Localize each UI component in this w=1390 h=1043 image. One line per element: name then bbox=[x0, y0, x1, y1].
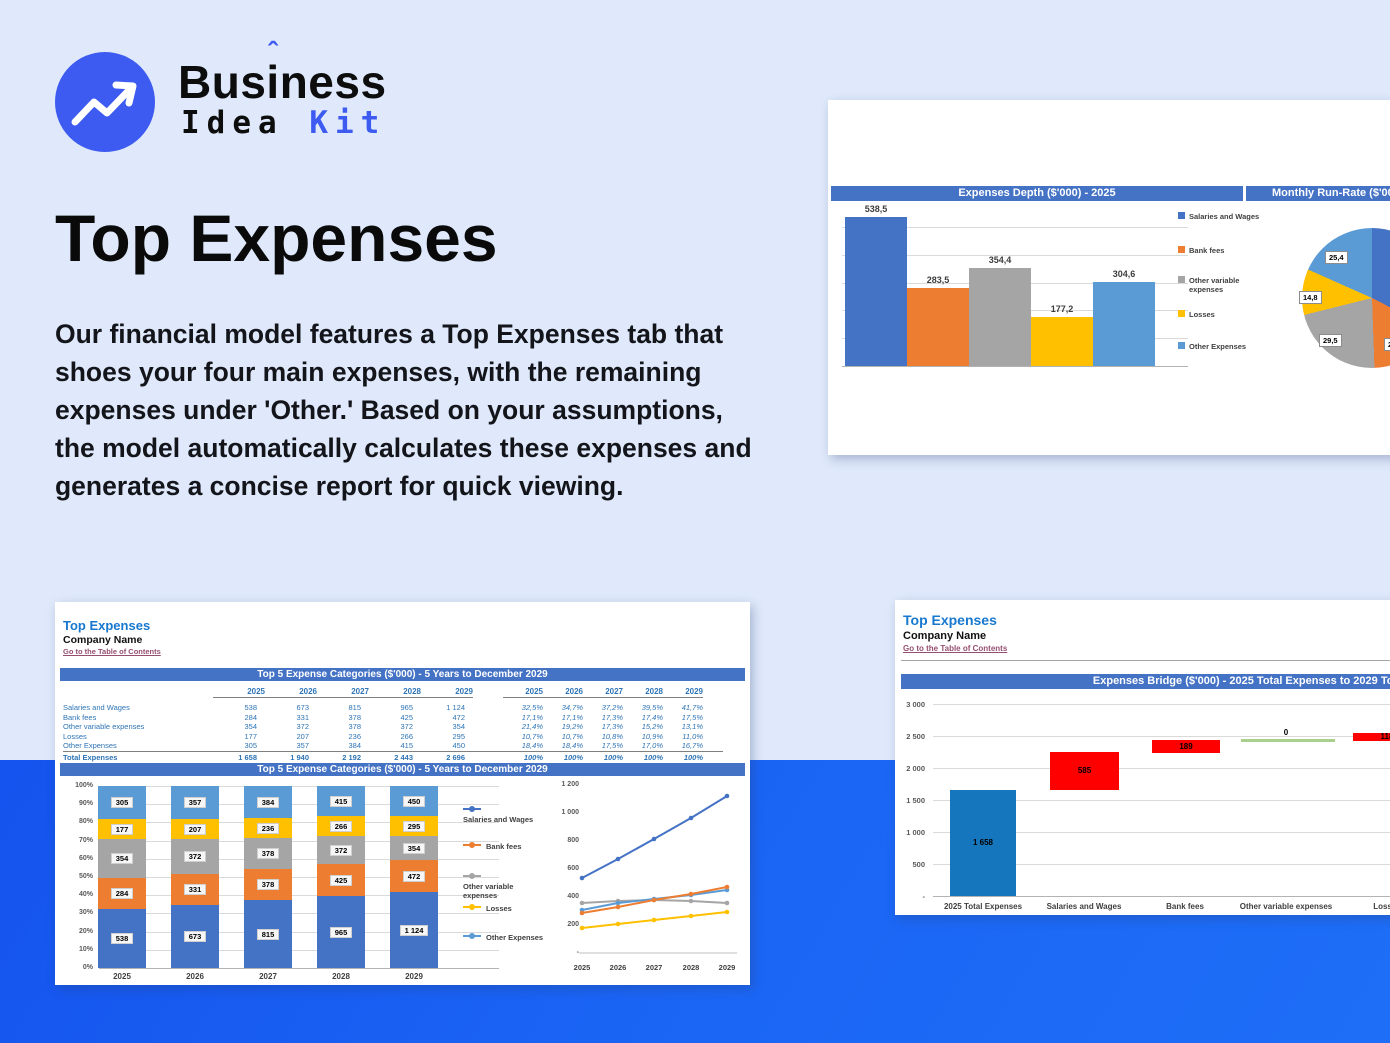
waterfall-bar-bank-fees bbox=[1152, 740, 1220, 753]
bar-value-label: 118 bbox=[1380, 732, 1390, 741]
page-description: Our financial model features a Top Expen… bbox=[55, 319, 752, 501]
legend-item: Losses bbox=[1178, 310, 1268, 320]
legend-swatch bbox=[1178, 276, 1185, 283]
x-label: 2028 bbox=[682, 963, 700, 972]
legend-item: Losses bbox=[463, 904, 553, 913]
legend-item: Other variable expenses bbox=[1178, 276, 1268, 294]
table-row: Losses 177 207 236 266 295 10,7% 10,7% 10,8% 10… bbox=[63, 731, 703, 741]
screenshot-expenses-depth: Expenses Depth ($'000) - 2025 Monthly Ru… bbox=[828, 100, 1390, 455]
bar-other-variable bbox=[969, 268, 1031, 366]
bar-value-label: 585 bbox=[1077, 766, 1092, 775]
waterfall-bar-2025-total bbox=[950, 790, 1016, 896]
x-label: 2025 bbox=[573, 963, 591, 972]
table-row: Other variable expenses 354 372 378 372 354 … bbox=[63, 722, 703, 731]
stacked-bar-2027: 815 378 378 236 384 bbox=[244, 786, 292, 968]
bar-value-label: 0 bbox=[1283, 728, 1289, 737]
table-section-header: Top 5 Expense Categories ($'000) - 5 Yea… bbox=[60, 668, 745, 681]
company-name: Company Name bbox=[903, 630, 987, 642]
bar-value-label: 1 658 bbox=[972, 838, 994, 847]
company-name: Company Name bbox=[63, 634, 143, 646]
legend-item: Other Expenses bbox=[463, 933, 553, 942]
bar-bank-fees bbox=[907, 288, 969, 366]
runrate-chart-header: Monthly Run-Rate ($'000 bbox=[1246, 186, 1390, 201]
legend-swatch bbox=[1178, 212, 1185, 219]
bar-value-label: 177,2 bbox=[1050, 304, 1074, 314]
depth-chart-header: Expenses Depth ($'000) - 2025 bbox=[831, 186, 1243, 201]
legend-item: Salaries and Wages bbox=[1178, 212, 1268, 222]
x-label: 2029 bbox=[718, 963, 736, 972]
pie-label: 29,5 bbox=[1319, 334, 1342, 347]
bridge-chart-header: Expenses Bridge ($'000) - 2025 Total Exp… bbox=[901, 674, 1390, 689]
legend-line bbox=[463, 806, 481, 812]
stacked-bar-2028: 965 425 372 266 415 bbox=[317, 786, 365, 968]
divider bbox=[901, 660, 1390, 661]
sheet-title: Top Expenses bbox=[903, 612, 997, 628]
legend-line bbox=[463, 904, 481, 910]
caret-accent-icon: ˆ bbox=[268, 37, 279, 70]
legend-item: Bank fees bbox=[1178, 246, 1268, 256]
bar-salaries-wages bbox=[845, 217, 907, 366]
x-label: 2029 bbox=[405, 972, 423, 981]
legend-swatch bbox=[1178, 246, 1185, 253]
line-chart: 1 200 1 000 800 600 400 200 - 2025 2026 … bbox=[555, 780, 750, 985]
bar-losses bbox=[1031, 317, 1093, 366]
table-of-contents-link[interactable]: Go to the Table of Contents bbox=[903, 644, 1008, 653]
bar-value-label: 283,5 bbox=[926, 275, 950, 285]
x-label: 2027 bbox=[259, 972, 277, 981]
bar-value-label: 538,5 bbox=[864, 204, 888, 214]
brand-subname: Idea Kit bbox=[181, 105, 387, 141]
x-label: Bank fees bbox=[1166, 902, 1204, 911]
stacked-bar-2025: 538 284 354 177 305 bbox=[98, 786, 146, 968]
legend-swatch bbox=[1178, 342, 1185, 349]
bar-other-expenses bbox=[1093, 282, 1155, 366]
screenshot-top5-expenses: Top Expenses Company Name Go to the Tabl… bbox=[55, 602, 750, 985]
table-row: Bank fees 284 331 378 425 472 17,1% 17,1% 17,3… bbox=[63, 712, 703, 722]
bar-value-label: 304,6 bbox=[1112, 269, 1136, 279]
legend-line bbox=[463, 842, 481, 848]
legend-item: Other Expenses bbox=[1178, 342, 1268, 352]
page-title: Top Expenses bbox=[55, 201, 498, 275]
bar-value-label: 189 bbox=[1179, 742, 1193, 751]
year-header-values: 2025 2026 2027 2028 2029 bbox=[213, 686, 473, 698]
x-label: 2027 bbox=[645, 963, 663, 972]
legend-item: Other variable expenses bbox=[463, 873, 553, 900]
chart-section-header: Top 5 Expense Categories ($'000) - 5 Yea… bbox=[60, 763, 745, 776]
x-label: Other variable expenses bbox=[1239, 902, 1333, 911]
x-label: Salaries and Wages bbox=[1046, 902, 1122, 911]
brand-logo bbox=[55, 52, 155, 152]
pie-label: 23,6 bbox=[1384, 338, 1390, 351]
table-row: Salaries and Wages 538 673 815 965 1 124 32,… bbox=[63, 703, 703, 712]
x-label: 2026 bbox=[186, 972, 204, 981]
waterfall-bar-losses bbox=[1353, 733, 1390, 741]
x-label: 2025 bbox=[113, 972, 131, 981]
waterfall-zero-line bbox=[1241, 739, 1335, 742]
table-row: Other Expenses 305 357 384 415 450 18,4% 18,4… bbox=[63, 741, 703, 750]
pie-label: 25,4 bbox=[1325, 251, 1348, 264]
sheet-title: Top Expenses bbox=[63, 618, 151, 633]
screenshot-expenses-bridge: Top Expenses Company Name Go to the Tabl… bbox=[895, 600, 1390, 915]
x-label: 2026 bbox=[609, 963, 627, 972]
x-label: 2025 Total Expenses bbox=[943, 902, 1023, 911]
legend-line bbox=[463, 933, 481, 939]
year-header-pcts: 2025 2026 2027 2028 2029 bbox=[503, 686, 703, 698]
legend-line bbox=[463, 873, 481, 879]
x-label: Losses bbox=[1373, 902, 1390, 911]
stacked-bar-2029: 1 124 472 354 295 450 bbox=[390, 786, 438, 968]
brand-name: Busi ˆ ness bbox=[178, 37, 387, 108]
table-total-row: Total Expenses 1 658 1 940 2 192 2 443 2 696… bbox=[63, 751, 723, 764]
x-label: 2028 bbox=[332, 972, 350, 981]
waterfall-bar-salaries bbox=[1050, 752, 1119, 790]
legend-item: Salaries and Wages bbox=[463, 806, 553, 824]
legend-item: Bank fees bbox=[463, 842, 553, 851]
table-of-contents-link[interactable]: Go to the Table of Contents bbox=[63, 647, 161, 656]
trend-arrow-icon bbox=[71, 81, 137, 126]
line-chart-plot bbox=[579, 793, 737, 954]
stacked-bar-2026: 673 331 372 207 357 bbox=[171, 786, 219, 968]
bar-value-label: 354,4 bbox=[988, 255, 1012, 265]
pie-label: 14,8 bbox=[1299, 291, 1322, 304]
legend-swatch bbox=[1178, 310, 1185, 317]
